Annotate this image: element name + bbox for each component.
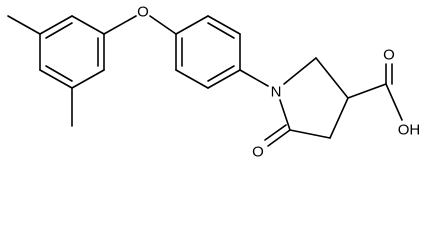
atom-label: N bbox=[271, 84, 282, 101]
bond bbox=[45, 22, 73, 39]
bond bbox=[39, 15, 73, 35]
bond bbox=[45, 65, 73, 82]
bond bbox=[7, 15, 41, 35]
bond bbox=[207, 22, 235, 39]
bond bbox=[149, 15, 177, 35]
bond bbox=[385, 83, 403, 121]
page: O N O O OH (() => { const data = JSON.pa… bbox=[7, 3, 421, 161]
bond bbox=[239, 69, 269, 87]
bond bbox=[71, 15, 105, 35]
atom-label: O bbox=[383, 47, 395, 64]
atom-label: O bbox=[137, 4, 149, 21]
bond bbox=[103, 15, 137, 35]
bond bbox=[315, 57, 349, 99]
bond bbox=[207, 15, 241, 35]
bonds bbox=[7, 15, 403, 147]
bond bbox=[207, 65, 235, 82]
bond bbox=[175, 15, 209, 35]
atom-label: O bbox=[252, 144, 264, 161]
bond bbox=[264, 124, 287, 141]
bond bbox=[39, 69, 73, 89]
bond bbox=[207, 69, 241, 89]
bond bbox=[283, 57, 317, 85]
bond bbox=[175, 69, 209, 89]
bond bbox=[289, 129, 331, 139]
structure-diagram: O N O O OH bbox=[7, 4, 421, 161]
bond bbox=[71, 69, 105, 89]
bond bbox=[347, 83, 387, 99]
bond bbox=[329, 97, 349, 139]
bond bbox=[267, 129, 291, 147]
atom-label: OH bbox=[398, 122, 421, 139]
bond bbox=[279, 99, 291, 131]
